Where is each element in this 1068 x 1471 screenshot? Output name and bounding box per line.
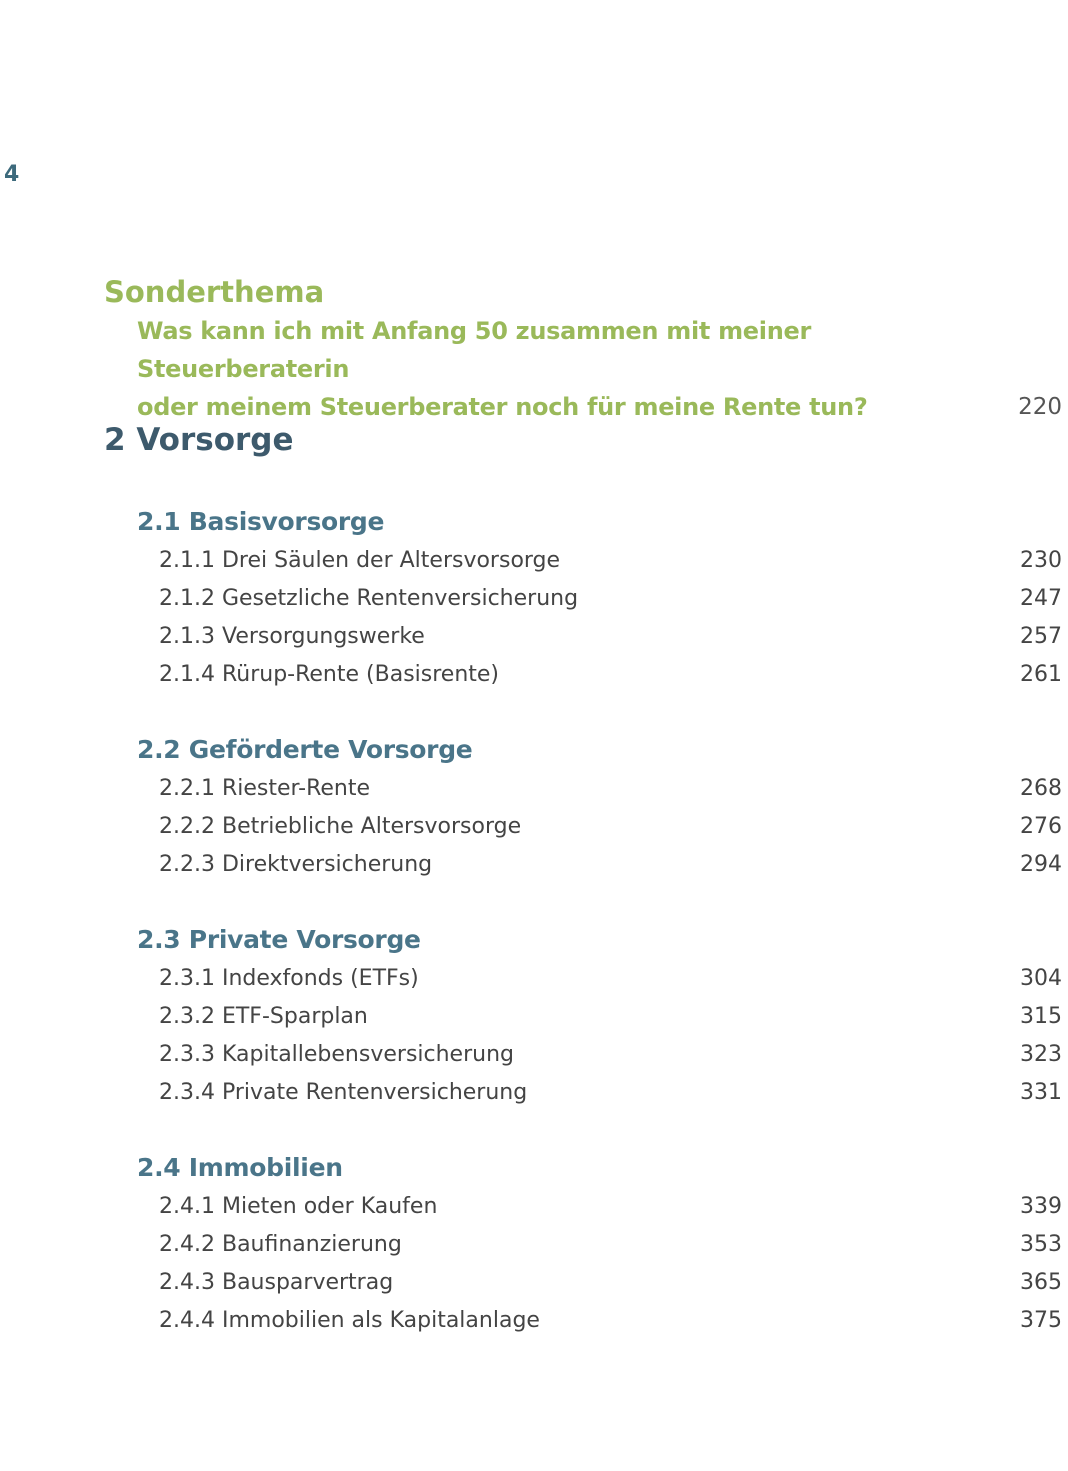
toc-entry[interactable]: 2.2.1 Riester-Rente 268 (159, 770, 1062, 808)
toc-entry[interactable]: 2.3.1 Indexfonds (ETFs) 304 (159, 960, 1062, 998)
toc-entry[interactable]: 2.4.3 Bausparvertrag 365 (159, 1264, 1062, 1302)
toc-entry-label: 2.4.1 Mieten oder Kaufen (159, 1194, 438, 1219)
toc-entry-label: 2.4.3 Bausparvertrag (159, 1270, 394, 1295)
section-title: 2.3 Private Vorsorge (137, 925, 421, 954)
toc-entry-label: 2.3.1 Indexfonds (ETFs) (159, 966, 419, 991)
toc-entry-label: 2.4.4 Immobilien als Kapitalanlage (159, 1308, 540, 1333)
toc-entry-page: 268 (1020, 776, 1062, 801)
toc-section: 2.2 Geförderte Vorsorge 2.2.1 Riester-Ren… (137, 730, 1062, 884)
toc-entry-label: 2.4.2 Baufinanzierung (159, 1232, 402, 1257)
toc-entry-page: 323 (1020, 1042, 1062, 1067)
special-topic-line-1: Was kann ich mit Anfang 50 zusammen mit … (137, 317, 812, 383)
toc-entry[interactable]: 2.3.2 ETF-Sparplan 315 (159, 998, 1062, 1036)
toc-entry[interactable]: 2.1.4 Rürup-Rente (Basisrente) 261 (159, 656, 1062, 694)
toc-entry[interactable]: 2.3.4 Private Rentenversicherung 331 (159, 1074, 1062, 1112)
toc-entry-page: 304 (1020, 966, 1062, 991)
toc-entry-page: 331 (1020, 1080, 1062, 1105)
section-title: 2.4 Immobilien (137, 1153, 343, 1182)
toc-entry[interactable]: 2.3.3 Kapitallebensversicherung 323 (159, 1036, 1062, 1074)
toc-entry-label: 2.1.2 Gesetzliche Rentenversicherung (159, 586, 579, 611)
toc-entry-label: 2.1.4 Rürup-Rente (Basisrente) (159, 662, 500, 687)
toc-entry-page: 353 (1020, 1232, 1062, 1257)
section-title: 2.2 Geförderte Vorsorge (137, 735, 473, 764)
toc-entry-page: 257 (1020, 624, 1062, 649)
toc-entry[interactable]: 2.2.2 Betriebliche Altersvorsorge 276 (159, 808, 1062, 846)
toc-entry[interactable]: 2.2.3 Direktversicherung 294 (159, 846, 1062, 884)
toc-entry[interactable]: 2.1.3 Versorgungswerke 257 (159, 618, 1062, 656)
toc-entry-page: 276 (1020, 814, 1062, 839)
toc-sections: 2.1 Basisvorsorge 2.1.1 Drei Säulen der A… (137, 502, 1062, 1376)
section-title: 2.1 Basisvorsorge (137, 507, 385, 536)
toc-entry-label: 2.1.3 Versorgungswerke (159, 624, 425, 649)
toc-entry-page: 247 (1020, 586, 1062, 611)
toc-entry-page: 294 (1020, 852, 1062, 877)
toc-entry-page: 365 (1020, 1270, 1062, 1295)
toc-entry-label: 2.2.1 Riester-Rente (159, 776, 371, 801)
special-topic-line-2: oder meinem Steuerberater noch für meine… (137, 393, 868, 421)
toc-entry[interactable]: 2.4.1 Mieten oder Kaufen 339 (159, 1188, 1062, 1226)
toc-section: 2.1 Basisvorsorge 2.1.1 Drei Säulen der A… (137, 502, 1062, 694)
chapter-title: 2 Vorsorge (104, 422, 294, 458)
toc-section: 2.3 Private Vorsorge 2.3.1 Indexfonds (ET… (137, 920, 1062, 1112)
toc-entry-label: 2.2.2 Betriebliche Altersvorsorge (159, 814, 522, 839)
toc-entry-label: 2.2.3 Direktversicherung (159, 852, 433, 877)
toc-entry-label: 2.3.4 Private Rentenversicherung (159, 1080, 528, 1105)
special-topic-title: Sonderthema (104, 275, 325, 309)
toc-entry-page: 315 (1020, 1004, 1062, 1029)
toc-entry[interactable]: 2.1.2 Gesetzliche Rentenversicherung 247 (159, 580, 1062, 618)
toc-entry-label: 2.1.1 Drei Säulen der Altersvorsorge (159, 548, 561, 573)
toc-entry[interactable]: 2.4.2 Baufinanzierung 353 (159, 1226, 1062, 1264)
special-topic-page: 220 (1018, 394, 1062, 420)
toc-entry-label: 2.3.2 ETF-Sparplan (159, 1004, 368, 1029)
toc-entry[interactable]: 2.4.4 Immobilien als Kapitalanlage 375 (159, 1302, 1062, 1340)
toc-entry-label: 2.3.3 Kapitallebensversicherung (159, 1042, 514, 1067)
toc-entry-page: 375 (1020, 1308, 1062, 1333)
toc-entry-page: 230 (1020, 548, 1062, 573)
page-number: 4 (4, 162, 20, 187)
special-topic-entry[interactable]: Was kann ich mit Anfang 50 zusammen mit … (137, 312, 1062, 426)
toc-entry-page: 261 (1020, 662, 1062, 687)
toc-entry[interactable]: 2.1.1 Drei Säulen der Altersvorsorge 230 (159, 542, 1062, 580)
toc-entry-page: 339 (1020, 1194, 1062, 1219)
special-topic: Sonderthema Was kann ich mit Anfang 50 z… (104, 272, 1062, 426)
toc-section: 2.4 Immobilien 2.4.1 Mieten oder Kaufen 33… (137, 1148, 1062, 1340)
